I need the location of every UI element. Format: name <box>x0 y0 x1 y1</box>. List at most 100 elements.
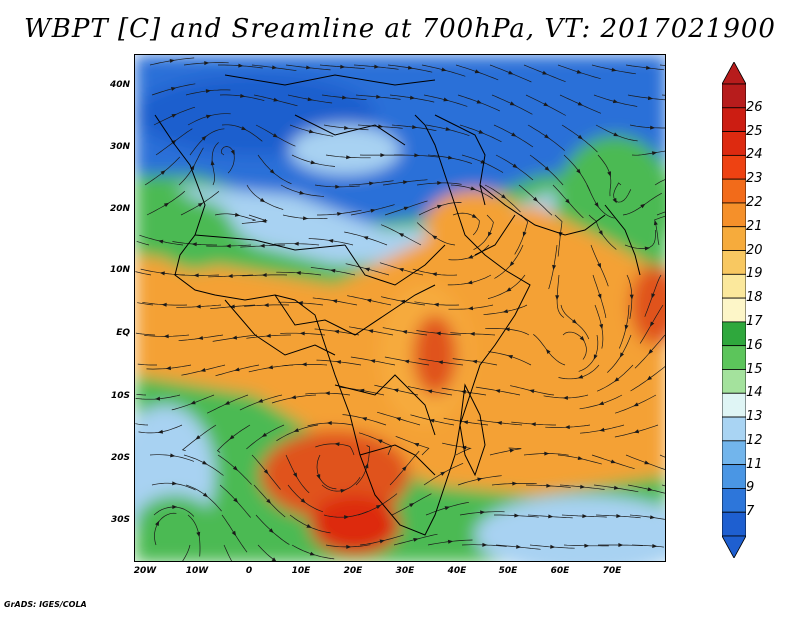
streamline-arrow <box>300 498 306 504</box>
streamline-arrow <box>435 331 441 336</box>
streamline-arrow <box>233 497 239 503</box>
streamline-arrow <box>303 216 309 221</box>
streamline-arrow <box>564 425 570 430</box>
streamline-arrow <box>261 273 267 277</box>
streamline-arrow <box>480 510 486 515</box>
streamline <box>136 241 150 246</box>
streamline-arrow <box>584 543 590 548</box>
streamline-arrow <box>324 391 330 396</box>
streamline-arrow <box>165 366 171 371</box>
lat-label-20n: 20N <box>109 204 130 214</box>
streamline-arrow <box>477 477 483 482</box>
streamline-arrow <box>293 428 299 432</box>
streamline-arrow <box>301 362 307 367</box>
colorbar-label: 17 <box>746 313 763 329</box>
streamline-arrow <box>401 330 408 334</box>
streamline-arrow <box>224 400 230 405</box>
streamline-arrow <box>200 368 206 372</box>
streamline-arrow <box>364 267 370 272</box>
streamline-arrow <box>598 230 603 236</box>
streamline-arrow <box>259 197 266 203</box>
streamline <box>631 544 664 548</box>
streamline-arrow <box>227 274 233 278</box>
streamline-arrow <box>403 206 410 211</box>
streamline-arrow <box>273 97 279 102</box>
colorbar-label: 19 <box>746 266 763 282</box>
streamline-arrow <box>409 95 416 100</box>
streamline-arrow <box>480 159 486 164</box>
streamline-arrow <box>555 295 560 301</box>
colorbar-cell <box>722 250 746 275</box>
lat-label-20s: 20S <box>110 453 130 463</box>
temperature-field <box>135 55 665 561</box>
streamline-arrow <box>544 166 550 171</box>
streamline-arrow <box>522 231 527 237</box>
colorbar-cell <box>722 131 746 156</box>
streamline-arrow <box>201 135 207 141</box>
streamline-arrow <box>155 396 161 401</box>
streamline-arrow <box>594 202 599 208</box>
streamline-arrow <box>482 542 488 547</box>
streamline <box>629 124 665 129</box>
streamline-arrow <box>509 448 515 453</box>
streamline-arrow <box>402 465 407 471</box>
streamline-arrow <box>431 235 438 240</box>
streamline-arrow <box>231 335 238 340</box>
streamline-arrow <box>580 484 586 489</box>
colorbar-cell <box>722 273 746 299</box>
streamline-arrow <box>403 180 409 185</box>
streamline-arrow <box>295 271 301 275</box>
streamline-arrow <box>344 125 350 130</box>
streamline-arrow <box>335 184 341 189</box>
colorbar-label: 15 <box>746 361 763 377</box>
colorbar-label: 22 <box>746 194 763 210</box>
streamline-arrow <box>650 125 656 130</box>
streamline-arrow <box>647 487 653 492</box>
streamline <box>659 454 665 458</box>
streamline-arrow <box>159 271 165 276</box>
streamline-arrow <box>272 65 278 70</box>
streamline-arrow <box>443 97 449 102</box>
streamline-arrow <box>550 544 556 549</box>
streamline-arrow <box>544 451 550 456</box>
streamline-arrow <box>462 420 469 425</box>
streamline-arrow <box>611 67 617 72</box>
colorbar-label: 20 <box>746 242 763 258</box>
streamline-arrow <box>509 261 515 267</box>
streamline-arrow <box>512 481 518 486</box>
streamline-arrow <box>653 220 658 226</box>
streamline-arrow <box>407 65 414 70</box>
colorbar-label: 25 <box>746 123 763 139</box>
streamline-arrow <box>598 401 604 405</box>
streamline-arrow <box>414 153 420 158</box>
streamline-arrow <box>504 327 510 332</box>
streamline-arrow <box>471 213 478 219</box>
streamline-arrow <box>163 202 170 207</box>
colorbar-cell <box>722 154 746 180</box>
streamline-arrow <box>542 70 548 75</box>
streamline-arrow <box>342 95 348 100</box>
streamline-arrow <box>190 400 196 405</box>
streamline-arrow <box>427 389 433 394</box>
coastlines <box>154 74 641 536</box>
streamline-arrow <box>544 134 550 139</box>
streamline-arrow <box>437 181 443 185</box>
streamline-arrow <box>326 421 332 425</box>
streamline-arrow <box>502 309 508 314</box>
streamline-arrow <box>646 375 652 381</box>
streamline <box>654 215 665 246</box>
streamline-arrow <box>263 469 269 475</box>
streamline-arrow <box>377 439 383 444</box>
streamline-arrow <box>467 254 474 259</box>
streamline-arrow <box>241 126 247 130</box>
streamline-arrow <box>597 263 601 269</box>
streamline-arrow <box>299 190 305 195</box>
streamline-arrow <box>599 427 605 432</box>
streamline-arrow <box>259 243 265 248</box>
streamline-arrow <box>269 169 275 174</box>
streamline-arrow <box>652 544 658 548</box>
streamline-arrow <box>369 181 375 186</box>
lon-label-70e: 70E <box>602 566 622 576</box>
colorbar-label: 26 <box>746 99 763 115</box>
streamline-arrow <box>344 515 350 520</box>
